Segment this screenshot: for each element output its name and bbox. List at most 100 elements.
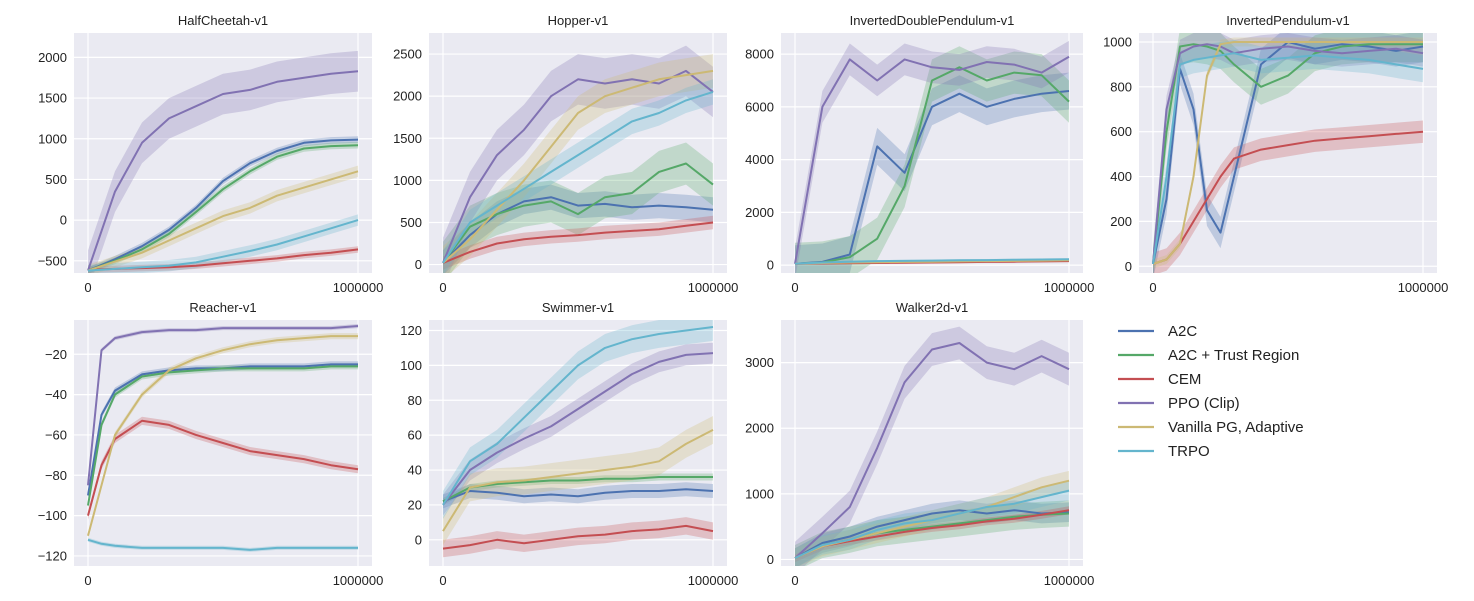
x-tick-label: 1000000 — [688, 573, 739, 588]
x-tick-label: 1000000 — [1398, 280, 1449, 295]
x-tick-label: 1000000 — [688, 280, 739, 295]
x-tick-label: 0 — [791, 573, 798, 588]
y-tick-label: 4000 — [745, 152, 774, 167]
legend-item-cem: CEM — [1118, 371, 1201, 388]
panel-reacher-v1: −120 −100 −80 −60 −40 −20 0 1000000 Reacher-v1 — [38, 300, 384, 588]
chart-title: InvertedPendulum-v1 — [1226, 13, 1350, 28]
y-tick-label: 2500 — [393, 47, 422, 62]
y-tick-label: 1000 — [38, 131, 67, 146]
series-line-ppo-clip — [87, 70, 359, 271]
y-tick-label: 800 — [1110, 79, 1132, 94]
legend-label: A2C + Trust Region — [1168, 347, 1299, 364]
series-line-ppo-clip — [794, 55, 1070, 264]
plot-area — [74, 33, 372, 273]
panel-swimmer-v1: 0 20 40 60 80 100 120 0 1000000 Swimmer-v1 — [400, 300, 738, 588]
y-tick-label: 2000 — [745, 421, 774, 436]
chart-title: Swimmer-v1 — [542, 300, 614, 315]
legend-item-trpo: TRPO — [1118, 443, 1210, 460]
y-tick-label: 2000 — [393, 89, 422, 104]
series-line-a2c — [87, 138, 359, 272]
y-tick-label: 40 — [408, 463, 422, 478]
series-line-cem — [442, 524, 714, 550]
band-a2c-trust-region — [795, 500, 1069, 566]
legend-item-a2c: A2C — [1118, 323, 1197, 340]
chart-title: Walker2d-v1 — [896, 300, 968, 315]
series-line-ppo-clip — [442, 69, 714, 264]
series-line-vanilla-pg-adaptive — [87, 335, 358, 537]
series-line-trpo — [442, 90, 714, 264]
band-trpo — [88, 214, 358, 273]
band-a2c — [795, 72, 1069, 273]
y-tick-label: −60 — [45, 427, 67, 442]
panel-hopper-v1: 0 500 1000 1500 2000 2500 0 1000000 Hopper-v1 — [393, 13, 738, 295]
series-group — [794, 326, 1070, 566]
panel-halfcheetah-v1: −500 0 500 1000 1500 2000 0 1000000 HalfCheetah-… — [38, 13, 384, 295]
legend-label: TRPO — [1168, 443, 1210, 460]
y-tick-label: 400 — [1110, 169, 1132, 184]
band-a2c-trust-region — [795, 46, 1069, 273]
y-tick-label: −100 — [38, 508, 67, 523]
y-tick-label: 1500 — [393, 131, 422, 146]
y-tick-label: −80 — [45, 468, 67, 483]
chart-title: HalfCheetah-v1 — [178, 13, 268, 28]
y-tick-label: 100 — [400, 358, 422, 373]
y-tick-label: 0 — [767, 258, 774, 273]
series-line-ppo-clip — [1152, 43, 1424, 265]
series-line-a2c-trust-region — [1152, 43, 1423, 265]
y-tick-label: 0 — [60, 213, 67, 228]
series-line-vanilla-pg-adaptive — [1152, 41, 1423, 265]
band-cem — [1153, 120, 1423, 273]
series-line-ppo-clip — [442, 352, 714, 506]
y-tick-label: 120 — [400, 323, 422, 338]
series-line-a2c — [1152, 41, 1424, 265]
y-tick-label: −120 — [38, 548, 67, 563]
series-line-trpo — [87, 538, 358, 551]
legend-label: Vanilla PG, Adaptive — [1168, 419, 1304, 436]
series-group — [442, 45, 714, 273]
series-line-a2c-trust-region — [442, 476, 713, 503]
series-group — [442, 320, 714, 558]
y-tick-label: 0 — [767, 552, 774, 567]
y-tick-label: 500 — [400, 215, 422, 230]
series-line-a2c — [442, 488, 714, 503]
chart-title: Reacher-v1 — [189, 300, 256, 315]
x-tick-label: 0 — [84, 280, 91, 295]
series-group — [1152, 33, 1424, 273]
y-tick-label: 1000 — [393, 173, 422, 188]
y-tick-label: 60 — [408, 428, 422, 443]
series-line-cem — [1152, 130, 1424, 265]
band-trpo — [443, 79, 713, 273]
y-tick-label: 80 — [408, 393, 422, 408]
legend-item-vanilla-pg-adaptive: Vanilla PG, Adaptive — [1118, 419, 1304, 436]
series-line-trpo — [794, 489, 1070, 560]
x-tick-label: 0 — [439, 280, 446, 295]
series-line-a2c — [794, 509, 1070, 559]
legend-item-ppo-clip: PPO (Clip) — [1118, 395, 1240, 412]
series-line-ppo-clip — [794, 342, 1070, 559]
chart-title: Hopper-v1 — [548, 13, 609, 28]
series-line-vanilla-pg-adaptive — [442, 429, 714, 532]
series-line-vanilla-pg-adaptive — [442, 69, 714, 264]
y-tick-label: 20 — [408, 497, 422, 512]
band-ppo-clip — [795, 40, 1069, 273]
x-tick-label: 0 — [439, 573, 446, 588]
x-tick-label: 0 — [84, 573, 91, 588]
series-line-trpo — [87, 219, 359, 272]
legend-label: CEM — [1168, 371, 1201, 388]
panel-walker2d-v1: 0 1000 2000 3000 0 1000000 Walker2d-v1 — [745, 300, 1094, 588]
series-group — [87, 324, 359, 552]
legend: A2C A2C + Trust Region CEM PPO (Clip) Vanill… — [1118, 323, 1304, 460]
band-trpo — [1153, 39, 1423, 273]
series-line-cem — [442, 221, 714, 264]
plot-area — [1139, 33, 1437, 273]
band-ppo-clip — [443, 45, 713, 273]
series-line-trpo — [1152, 52, 1424, 265]
series-line-a2c — [794, 90, 1070, 265]
y-tick-label: −500 — [38, 253, 67, 268]
y-tick-label: 2000 — [38, 50, 67, 65]
series-line-a2c-trust-region — [87, 144, 359, 272]
series-line-a2c-trust-region — [794, 66, 1070, 265]
legend-label: PPO (Clip) — [1168, 395, 1240, 412]
y-tick-label: 1000 — [1103, 34, 1132, 49]
